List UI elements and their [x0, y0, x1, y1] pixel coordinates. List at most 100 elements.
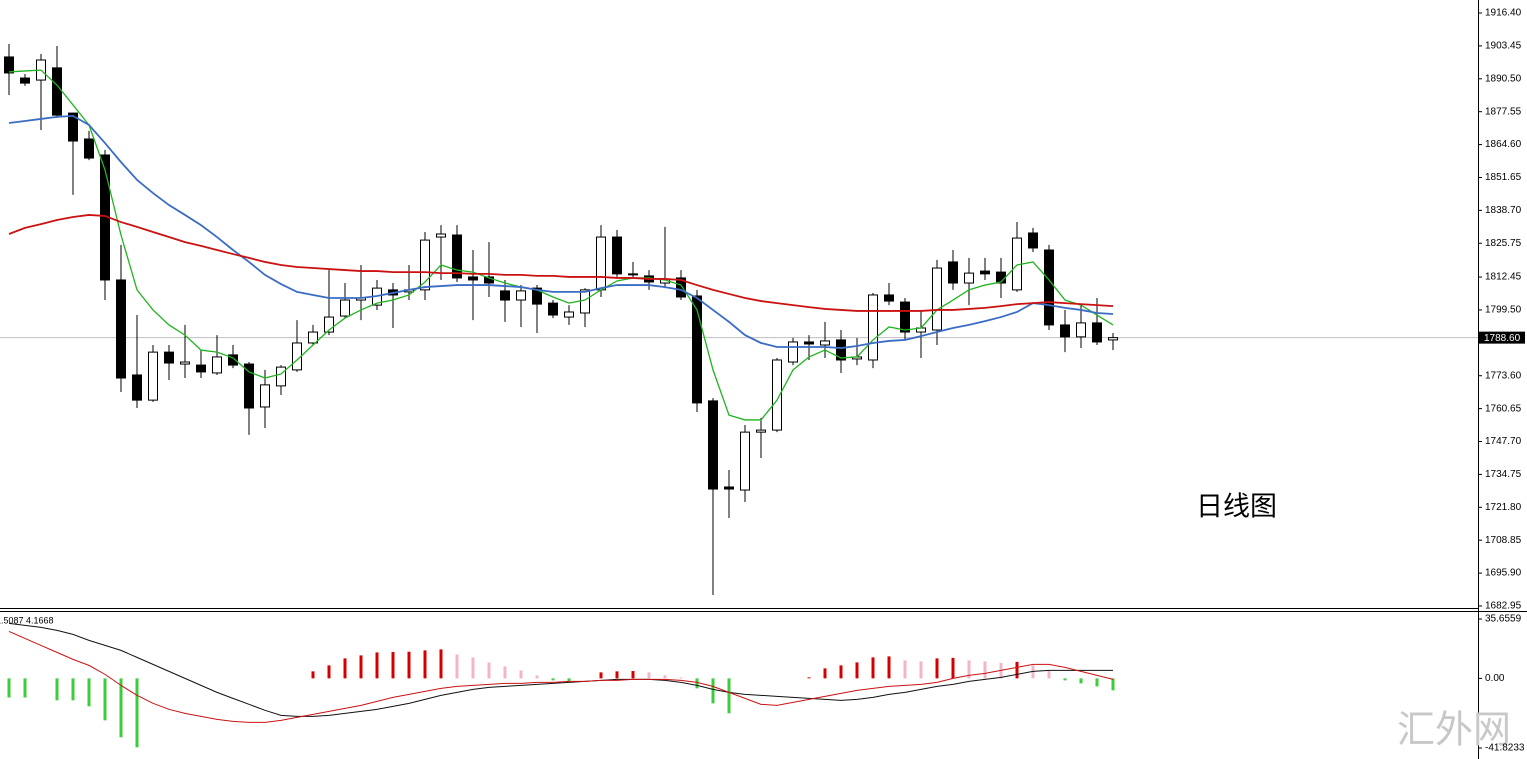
chart-caption: 日线图 — [1196, 492, 1277, 523]
candle-body — [324, 316, 334, 333]
signal-line — [8, 630, 1114, 723]
histogram-bar — [855, 662, 859, 679]
candle-body — [1076, 322, 1086, 338]
histogram-bar — [1015, 661, 1019, 679]
candle-body — [452, 234, 462, 279]
histogram-bar — [7, 678, 11, 698]
candle-body — [820, 340, 830, 346]
candle-body — [260, 384, 270, 408]
candle-body — [548, 302, 558, 316]
candle-body — [692, 295, 702, 404]
y-tick-label: 1721.80 — [1485, 502, 1522, 513]
candle-body — [116, 279, 126, 379]
candle-body — [804, 341, 814, 345]
histogram-bar — [887, 656, 891, 679]
candle-body — [724, 486, 734, 490]
y-tick-label: 1760.65 — [1485, 403, 1522, 414]
candle-body — [196, 364, 206, 373]
candle-body — [628, 273, 638, 276]
histogram-bar — [567, 678, 571, 682]
candle-body — [516, 290, 526, 301]
histogram-bar — [1063, 678, 1067, 681]
y-tick-label: 1903.45 — [1485, 41, 1522, 52]
histogram-bar — [951, 657, 955, 679]
candle-body — [500, 290, 510, 301]
y-tick-label: 1812.45 — [1485, 272, 1522, 283]
histogram-bar — [103, 678, 107, 721]
watermark: 汇外网 — [1397, 708, 1511, 752]
candle-body — [980, 270, 990, 275]
candle-body — [788, 341, 798, 363]
moving-average — [8, 69, 1114, 421]
candle-body — [20, 77, 30, 84]
candle-body — [52, 67, 62, 116]
histogram-bar — [343, 658, 347, 679]
histogram-bar — [631, 671, 635, 679]
y-tick-label: 1916.40 — [1485, 8, 1522, 19]
candle-body — [932, 267, 942, 331]
candle-body — [900, 301, 910, 333]
histogram-bar — [535, 675, 539, 679]
candle-body — [612, 236, 622, 275]
candle-body — [180, 361, 190, 365]
y-tick-label: 1773.60 — [1485, 370, 1522, 381]
candle-body — [1060, 324, 1070, 338]
histogram-bar — [375, 652, 379, 679]
candle-body — [244, 363, 254, 409]
histogram-bar — [695, 678, 699, 689]
histogram-bar — [823, 668, 827, 679]
histogram-bar — [407, 651, 411, 679]
y-tick-label: 0.00 — [1485, 673, 1505, 684]
candle-body — [740, 431, 750, 491]
y-tick-label: 1851.65 — [1485, 172, 1522, 183]
candle-body — [884, 294, 894, 302]
candle-body — [564, 311, 574, 318]
candle-body — [164, 351, 174, 364]
histogram-bar — [87, 678, 91, 707]
candle-body — [676, 277, 686, 298]
histogram-bar — [487, 662, 491, 679]
y-tick-label: 1825.75 — [1485, 238, 1522, 249]
candle-body — [1108, 337, 1118, 341]
candle-body — [532, 287, 542, 305]
histogram-bar — [551, 678, 555, 681]
histogram-bar — [871, 657, 875, 679]
candle-body — [596, 236, 606, 291]
histogram-bar — [519, 670, 523, 679]
candle-body — [212, 356, 222, 374]
histogram-bar — [359, 655, 363, 679]
histogram-bar — [1047, 670, 1051, 679]
candle-body — [468, 276, 478, 281]
candle-body — [276, 366, 286, 387]
y-tick-label: 1747.70 — [1485, 436, 1522, 447]
histogram-bar — [503, 666, 507, 679]
histogram-bar — [711, 678, 715, 704]
last-price-box — [1479, 331, 1525, 344]
histogram-bar — [679, 677, 683, 679]
y-tick-label: 1695.90 — [1485, 568, 1522, 579]
candle-body — [964, 272, 974, 284]
candle-body — [836, 339, 846, 361]
y-tick-label: 1877.55 — [1485, 106, 1522, 117]
y-tick-label: 1708.85 — [1485, 535, 1522, 546]
candle-body — [420, 239, 430, 291]
candle-body — [132, 374, 142, 401]
histogram-bar — [807, 677, 811, 679]
y-tick-label: -41.8233 — [1485, 743, 1525, 754]
candle-body — [4, 56, 14, 74]
candle-body — [1028, 232, 1038, 249]
y-tick-label: 1864.60 — [1485, 139, 1522, 150]
y-tick-label: 35.6559 — [1485, 614, 1522, 625]
candle-body — [68, 112, 78, 142]
histogram-bar — [727, 678, 731, 714]
candle-body — [772, 359, 782, 431]
moving-average — [8, 114, 1114, 349]
macd-values-label: 1.5087 4.1668 — [0, 615, 54, 625]
histogram-bar — [1095, 678, 1099, 687]
y-tick-label: 1890.50 — [1485, 73, 1522, 84]
histogram-bar — [455, 654, 459, 679]
histogram-bar — [1079, 678, 1083, 684]
histogram-bar — [327, 665, 331, 679]
histogram-bar — [839, 665, 843, 679]
